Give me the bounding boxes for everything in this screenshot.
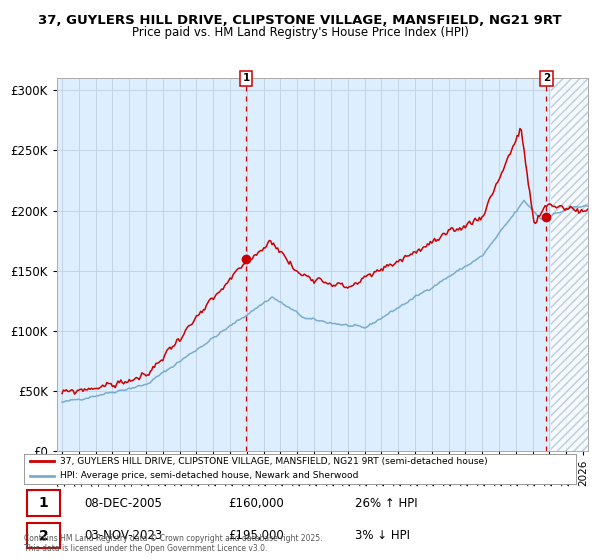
Text: HPI: Average price, semi-detached house, Newark and Sherwood: HPI: Average price, semi-detached house,… xyxy=(60,472,358,480)
Text: Price paid vs. HM Land Registry's House Price Index (HPI): Price paid vs. HM Land Registry's House … xyxy=(131,26,469,39)
FancyBboxPatch shape xyxy=(27,491,60,516)
Text: 2: 2 xyxy=(38,529,48,543)
Text: 03-NOV-2023: 03-NOV-2023 xyxy=(85,529,163,542)
Text: 37, GUYLERS HILL DRIVE, CLIPSTONE VILLAGE, MANSFIELD, NG21 9RT (semi-detached ho: 37, GUYLERS HILL DRIVE, CLIPSTONE VILLAG… xyxy=(60,457,488,466)
Text: 1: 1 xyxy=(242,73,250,83)
Text: £195,000: £195,000 xyxy=(228,529,284,542)
FancyBboxPatch shape xyxy=(27,522,60,548)
Text: 1: 1 xyxy=(38,496,48,510)
Text: Contains HM Land Registry data © Crown copyright and database right 2025.
This d: Contains HM Land Registry data © Crown c… xyxy=(24,534,323,553)
Text: 08-DEC-2005: 08-DEC-2005 xyxy=(85,497,163,510)
Text: 3% ↓ HPI: 3% ↓ HPI xyxy=(355,529,410,542)
Text: 37, GUYLERS HILL DRIVE, CLIPSTONE VILLAGE, MANSFIELD, NG21 9RT: 37, GUYLERS HILL DRIVE, CLIPSTONE VILLAG… xyxy=(38,14,562,27)
Text: 2: 2 xyxy=(543,73,550,83)
Text: £160,000: £160,000 xyxy=(228,497,284,510)
Bar xyxy=(551,78,588,451)
Text: 26% ↑ HPI: 26% ↑ HPI xyxy=(355,497,418,510)
